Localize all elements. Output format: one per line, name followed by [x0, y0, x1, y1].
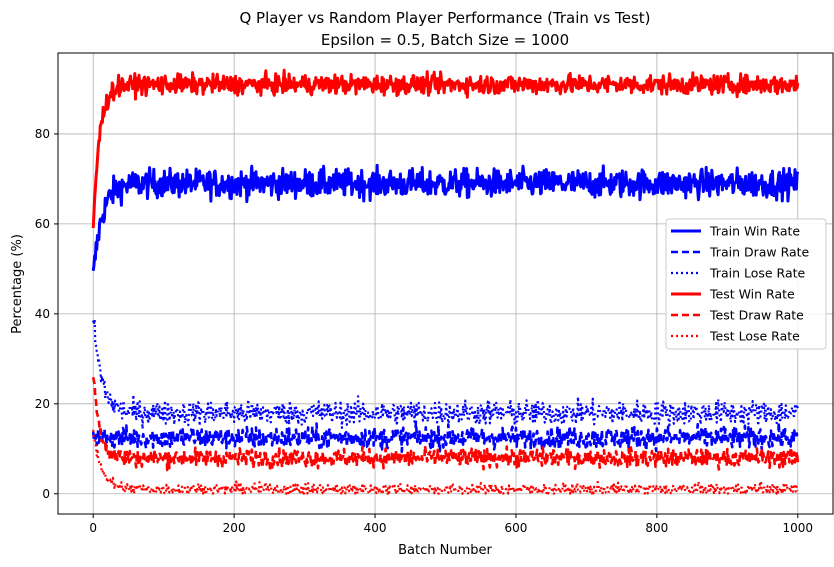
x-axis-ticks: 0 200 400 600 800 1000 [89, 514, 813, 535]
x-tick-label: 400 [364, 521, 387, 535]
legend-label: Test Lose Rate [709, 329, 800, 344]
y-tick-label: 60 [35, 217, 50, 231]
chart-subtitle: Epsilon = 0.5, Batch Size = 1000 [321, 31, 569, 49]
x-tick-label: 1000 [782, 521, 813, 535]
series-line [91, 377, 800, 472]
y-tick-label: 40 [35, 307, 50, 321]
series-line [92, 429, 799, 495]
legend-label: Train Win Rate [709, 224, 800, 239]
y-tick-label: 20 [35, 397, 50, 411]
chart-title: Q Player vs Random Player Performance (T… [239, 9, 650, 27]
y-axis-ticks: 0 20 40 60 80 [35, 127, 58, 501]
series-line [91, 420, 799, 454]
legend-label: Train Lose Rate [709, 266, 806, 281]
y-tick-label: 0 [42, 487, 50, 501]
x-tick-label: 800 [645, 521, 668, 535]
legend-label: Train Draw Rate [709, 245, 810, 260]
x-axis-label: Batch Number [398, 543, 492, 558]
x-tick-label: 200 [223, 521, 246, 535]
x-tick-label: 600 [505, 521, 528, 535]
legend-label: Test Draw Rate [709, 308, 804, 323]
legend-box [665, 218, 827, 350]
series-line [91, 163, 800, 271]
series-lines [91, 68, 800, 495]
y-tick-label: 80 [35, 127, 50, 141]
plot-frame [57, 52, 834, 515]
x-tick-label: 0 [89, 521, 97, 535]
series-line [92, 318, 799, 430]
series-line [91, 68, 800, 229]
legend: Train Win Rate Train Draw Rate Train Lose … [665, 218, 827, 350]
legend-label: Test Win Rate [709, 287, 795, 302]
y-axis-label: Percentage (%) [10, 234, 25, 334]
